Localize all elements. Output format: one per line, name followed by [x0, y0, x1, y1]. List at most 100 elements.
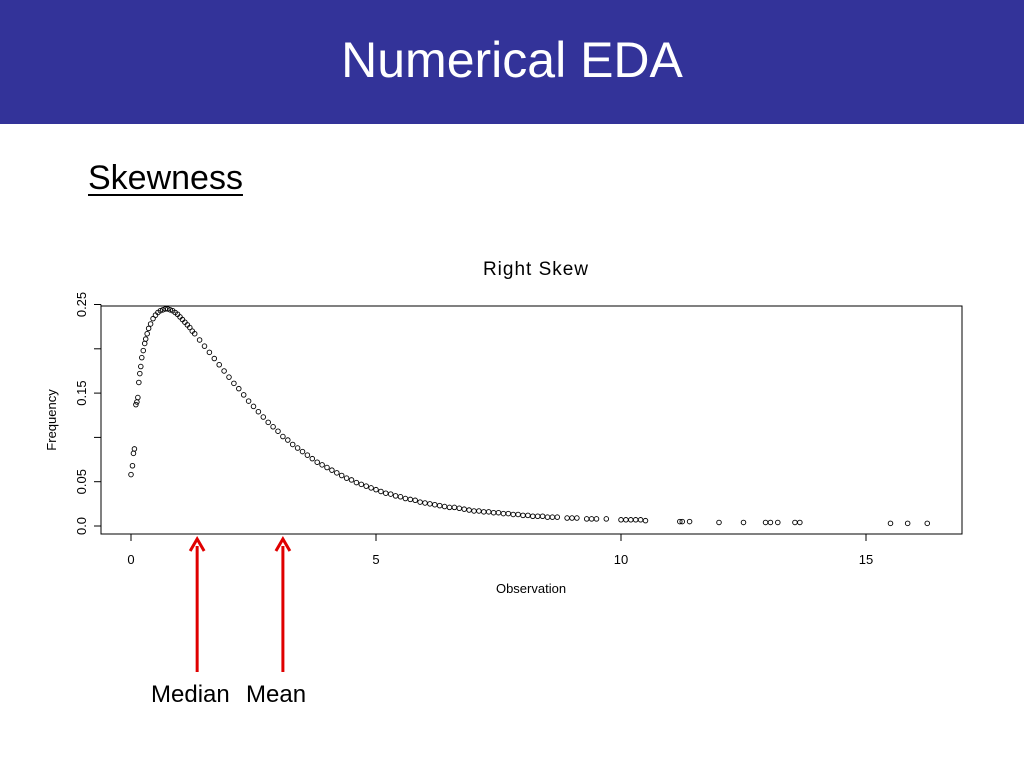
data-point: [412, 497, 418, 504]
data-point: [603, 516, 610, 522]
data-point: [373, 486, 379, 493]
data-point: [446, 504, 453, 511]
y-axis-label: Frequency: [44, 389, 59, 451]
data-point: [481, 509, 487, 515]
data-point: [383, 490, 389, 496]
data-point: [236, 385, 242, 392]
data-point: [583, 516, 590, 522]
data-point: [285, 437, 291, 443]
data-point: [887, 520, 894, 527]
data-point: [679, 518, 686, 525]
data-point: [632, 517, 639, 523]
slide-title: Numerical EDA: [341, 32, 683, 88]
data-point: [588, 516, 595, 522]
data-point: [265, 419, 271, 426]
data-point: [145, 325, 152, 332]
data-point: [544, 514, 551, 520]
data-point: [147, 321, 154, 327]
data-point: [740, 519, 747, 526]
data-point: [128, 471, 134, 478]
x-tick-label: 10: [614, 552, 628, 567]
plot-frame: [100, 305, 963, 535]
data-point: [623, 517, 629, 523]
data-point: [554, 514, 561, 520]
data-point: [363, 483, 369, 489]
data-point: [240, 392, 247, 398]
data-point: [142, 336, 149, 342]
data-point: [642, 517, 649, 524]
annotation-arrows: [188, 536, 292, 672]
data-point: [677, 518, 683, 525]
data-point: [407, 496, 414, 503]
data-point: [432, 501, 438, 508]
data-point: [792, 519, 798, 526]
data-point: [466, 507, 472, 513]
data-point: [294, 445, 301, 451]
data-point: [133, 401, 139, 408]
data-point: [144, 330, 150, 337]
data-point: [343, 475, 350, 481]
median-label: Median: [151, 681, 230, 708]
data-point: [427, 501, 433, 507]
data-point: [436, 502, 443, 509]
data-point: [319, 462, 325, 468]
data-point: [505, 510, 512, 517]
data-point: [417, 499, 423, 505]
right-skew-chart: Right Skew 0 5 10 15 0.0 0.05 0.15 0.25 Observ…: [44, 259, 963, 672]
data-point: [368, 485, 374, 491]
data-point: [157, 307, 164, 314]
data-point: [231, 380, 237, 387]
data-point: [270, 424, 276, 430]
data-point: [637, 517, 644, 523]
data-point: [441, 503, 448, 510]
data-point: [129, 463, 136, 469]
data-point: [525, 512, 531, 519]
data-point: [131, 446, 138, 452]
data-point: [924, 520, 931, 527]
x-axis-label: Observation: [496, 581, 566, 596]
data-point: [167, 307, 173, 313]
data-point: [422, 500, 428, 506]
data-point: [767, 519, 774, 526]
data-point: [289, 441, 296, 448]
chart-title: Right Skew: [483, 259, 589, 280]
data-point: [476, 508, 482, 514]
y-tick-label: 0.25: [74, 292, 89, 317]
data-point: [549, 514, 556, 520]
data-point: [530, 513, 536, 520]
data-point: [490, 509, 497, 516]
annotation-arrow-head: [274, 536, 292, 552]
data-point: [402, 495, 409, 502]
data-point: [334, 470, 340, 476]
data-point: [358, 481, 365, 488]
data-point: [500, 510, 507, 517]
data-point: [593, 516, 600, 522]
data-point: [392, 493, 399, 499]
mean-label: Mean: [246, 681, 307, 708]
data-points: [128, 306, 931, 527]
data-point: [539, 513, 546, 520]
data-point: [135, 394, 141, 401]
data-point: [138, 363, 144, 370]
data-point: [255, 408, 262, 415]
data-point: [304, 452, 311, 458]
data-point: [141, 340, 148, 347]
annotation-arrow-head: [188, 536, 206, 552]
title-bar: [0, 0, 1024, 124]
data-point: [206, 349, 213, 356]
data-point: [201, 343, 208, 349]
data-point: [716, 519, 722, 526]
data-point: [797, 519, 803, 526]
y-tick-label: 0.05: [74, 469, 89, 494]
data-point: [348, 477, 355, 483]
data-point: [137, 370, 143, 377]
data-point: [495, 509, 502, 516]
data-point: [569, 515, 575, 521]
data-point: [314, 459, 320, 465]
data-point: [216, 361, 222, 368]
data-point: [353, 479, 360, 486]
data-point: [904, 520, 911, 527]
data-point: [471, 508, 477, 514]
data-point: [456, 505, 463, 512]
x-tick-label: 15: [859, 552, 873, 567]
